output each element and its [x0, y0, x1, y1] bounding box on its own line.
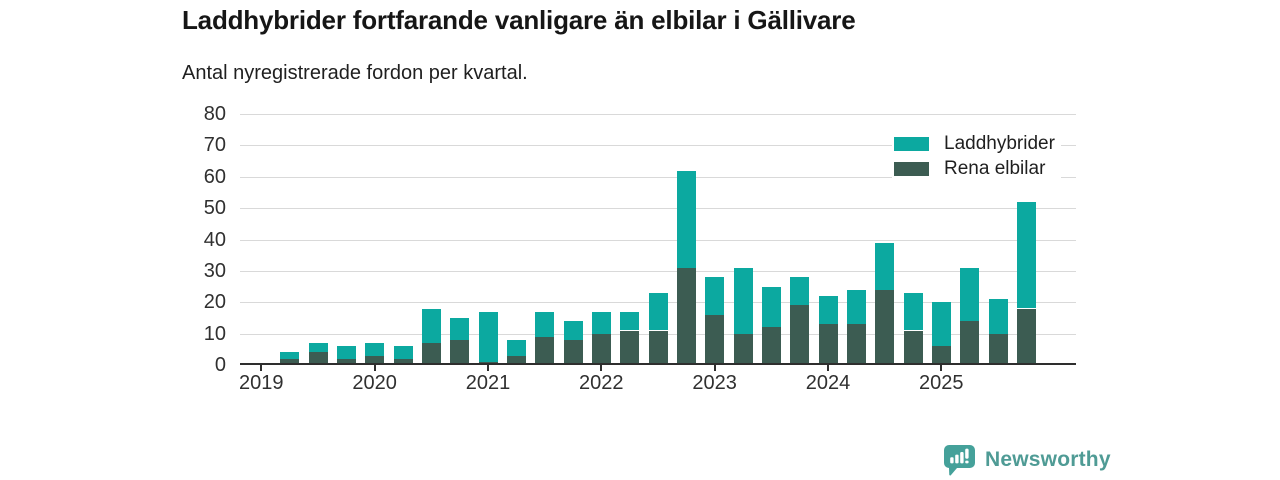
bar-laddhybrider-2019-q2 — [280, 352, 300, 359]
bar-laddhybrider-2020-q1 — [365, 343, 385, 356]
bar-rena-elbilar-2023-q3 — [761, 327, 781, 365]
gridline-40 — [240, 239, 1076, 241]
bar-laddhybrider-2020-q2 — [393, 346, 413, 359]
bar-laddhybrider-2020-q4 — [450, 317, 470, 340]
x-tick-label-2019: 2019 — [239, 372, 284, 394]
bar-laddhybrider-2021-q3 — [535, 311, 555, 337]
plot-area — [240, 114, 1076, 371]
bar-laddhybrider-2023-q3 — [761, 286, 781, 328]
bar-rena-elbilar-2025-q1 — [931, 346, 951, 365]
bar-laddhybrider-2023-q4 — [790, 277, 810, 306]
bar-laddhybrider-2021-q2 — [506, 339, 526, 356]
x-tick-2022 — [600, 365, 603, 371]
bar-laddhybrider-2025-q3 — [988, 299, 1008, 334]
gridline-70 — [240, 145, 1076, 147]
x-tick-2025 — [940, 365, 943, 371]
bar-rena-elbilar-2025-q2 — [960, 321, 980, 365]
bar-laddhybrider-2023-q2 — [733, 267, 753, 334]
y-tick-label-80: 80 — [203, 103, 226, 125]
bar-rena-elbilar-2025-q4 — [1016, 308, 1036, 365]
bar-laddhybrider-2023-q1 — [705, 277, 725, 315]
legend: Laddhybrider Rena elbilar — [892, 129, 1061, 183]
bar-laddhybrider-2025-q4 — [1016, 201, 1036, 309]
bar-laddhybrider-2021-q4 — [563, 321, 583, 340]
x-tick-2019 — [260, 365, 263, 371]
bar-laddhybrider-2024-q1 — [818, 296, 838, 325]
bar-laddhybrider-2025-q2 — [960, 267, 980, 321]
y-tick-label-0: 0 — [214, 354, 226, 376]
bar-rena-elbilar-2020-q1 — [365, 355, 385, 365]
legend-row-laddhybrider: Laddhybrider — [894, 131, 1055, 156]
bar-laddhybrider-2019-q3 — [308, 343, 328, 353]
newsworthy-logo-icon — [944, 445, 975, 476]
x-tick-2023 — [713, 365, 716, 371]
newsworthy-logo-text: Newsworthy — [985, 448, 1111, 471]
y-tick-label-40: 40 — [203, 228, 226, 251]
legend-row-rena-elbilar: Rena elbilar — [894, 156, 1055, 181]
bar-rena-elbilar-2023-q1 — [705, 314, 725, 365]
legend-swatch-laddhybrider — [894, 136, 929, 151]
bar-rena-elbilar-2024-q4 — [903, 330, 923, 365]
x-tick-2024 — [827, 365, 829, 371]
bar-rena-elbilar-2024-q1 — [818, 324, 838, 365]
gridline-50 — [240, 208, 1076, 210]
y-tick-label-30: 30 — [203, 259, 226, 282]
bar-rena-elbilar-2022-q4 — [676, 267, 696, 365]
bar-rena-elbilar-2020-q4 — [450, 339, 470, 365]
x-tick-2021 — [487, 365, 489, 371]
bar-laddhybrider-2022-q1 — [591, 311, 611, 334]
bar-rena-elbilar-2019-q4 — [336, 358, 356, 365]
x-tick-label-2021: 2021 — [465, 372, 511, 394]
bar-rena-elbilar-2023-q4 — [790, 305, 810, 365]
gridline-80 — [240, 114, 1076, 115]
bar-rena-elbilar-2023-q2 — [733, 333, 753, 365]
bar-rena-elbilar-2022-q1 — [591, 333, 611, 365]
y-tick-label-20: 20 — [203, 291, 226, 314]
newsworthy-logo: Newsworthy — [943, 444, 1111, 476]
bar-laddhybrider-2024-q4 — [903, 292, 923, 331]
x-tick-label-2023: 2023 — [692, 372, 737, 394]
x-tick-label-2024: 2024 — [805, 372, 851, 394]
bar-laddhybrider-2022-q2 — [620, 311, 640, 331]
bar-laddhybrider-2020-q3 — [421, 308, 441, 343]
y-tick-label-70: 70 — [203, 134, 226, 157]
bar-laddhybrider-2019-q4 — [336, 346, 356, 359]
y-tick-label-10: 10 — [203, 322, 226, 345]
bar-rena-elbilar-2019-q3 — [308, 352, 328, 365]
gridline-30 — [240, 270, 1076, 272]
legend-label-rena-elbilar: Rena elbilar — [944, 157, 1046, 179]
bar-laddhybrider-2022-q3 — [648, 292, 668, 331]
bar-rena-elbilar-2022-q2 — [620, 330, 640, 365]
bar-rena-elbilar-2019-q2 — [280, 358, 300, 365]
bar-rena-elbilar-2025-q3 — [988, 333, 1008, 365]
chart-title: Laddhybrider fortfarande vanligare än el… — [182, 5, 856, 35]
bar-laddhybrider-2024-q3 — [875, 242, 895, 290]
x-tick-label-2020: 2020 — [352, 372, 397, 394]
legend-label-laddhybrider: Laddhybrider — [944, 132, 1055, 154]
legend-swatch-rena-elbilar — [894, 161, 929, 176]
x-tick-label-2022: 2022 — [579, 372, 624, 394]
bar-laddhybrider-2025-q1 — [931, 302, 951, 347]
bar-rena-elbilar-2020-q2 — [393, 358, 413, 365]
bar-laddhybrider-2021-q1 — [478, 311, 498, 362]
x-axis-line — [240, 363, 1076, 365]
bar-rena-elbilar-2021-q3 — [535, 336, 555, 365]
chart-subtitle: Antal nyregistrerade fordon per kvartal. — [182, 62, 528, 84]
bar-rena-elbilar-2022-q3 — [648, 330, 668, 365]
bar-rena-elbilar-2024-q3 — [875, 289, 895, 365]
gridline-60 — [240, 176, 1076, 178]
y-tick-label-60: 60 — [203, 165, 226, 188]
x-tick-2020 — [373, 365, 376, 371]
x-tick-label-2025: 2025 — [919, 372, 964, 394]
bar-rena-elbilar-2020-q3 — [421, 343, 441, 365]
bar-rena-elbilar-2024-q2 — [846, 324, 866, 365]
bar-laddhybrider-2024-q2 — [846, 289, 866, 325]
y-tick-label-50: 50 — [203, 197, 226, 220]
bar-rena-elbilar-2021-q2 — [506, 355, 526, 365]
bar-rena-elbilar-2021-q4 — [563, 339, 583, 365]
bar-laddhybrider-2022-q4 — [676, 170, 696, 268]
